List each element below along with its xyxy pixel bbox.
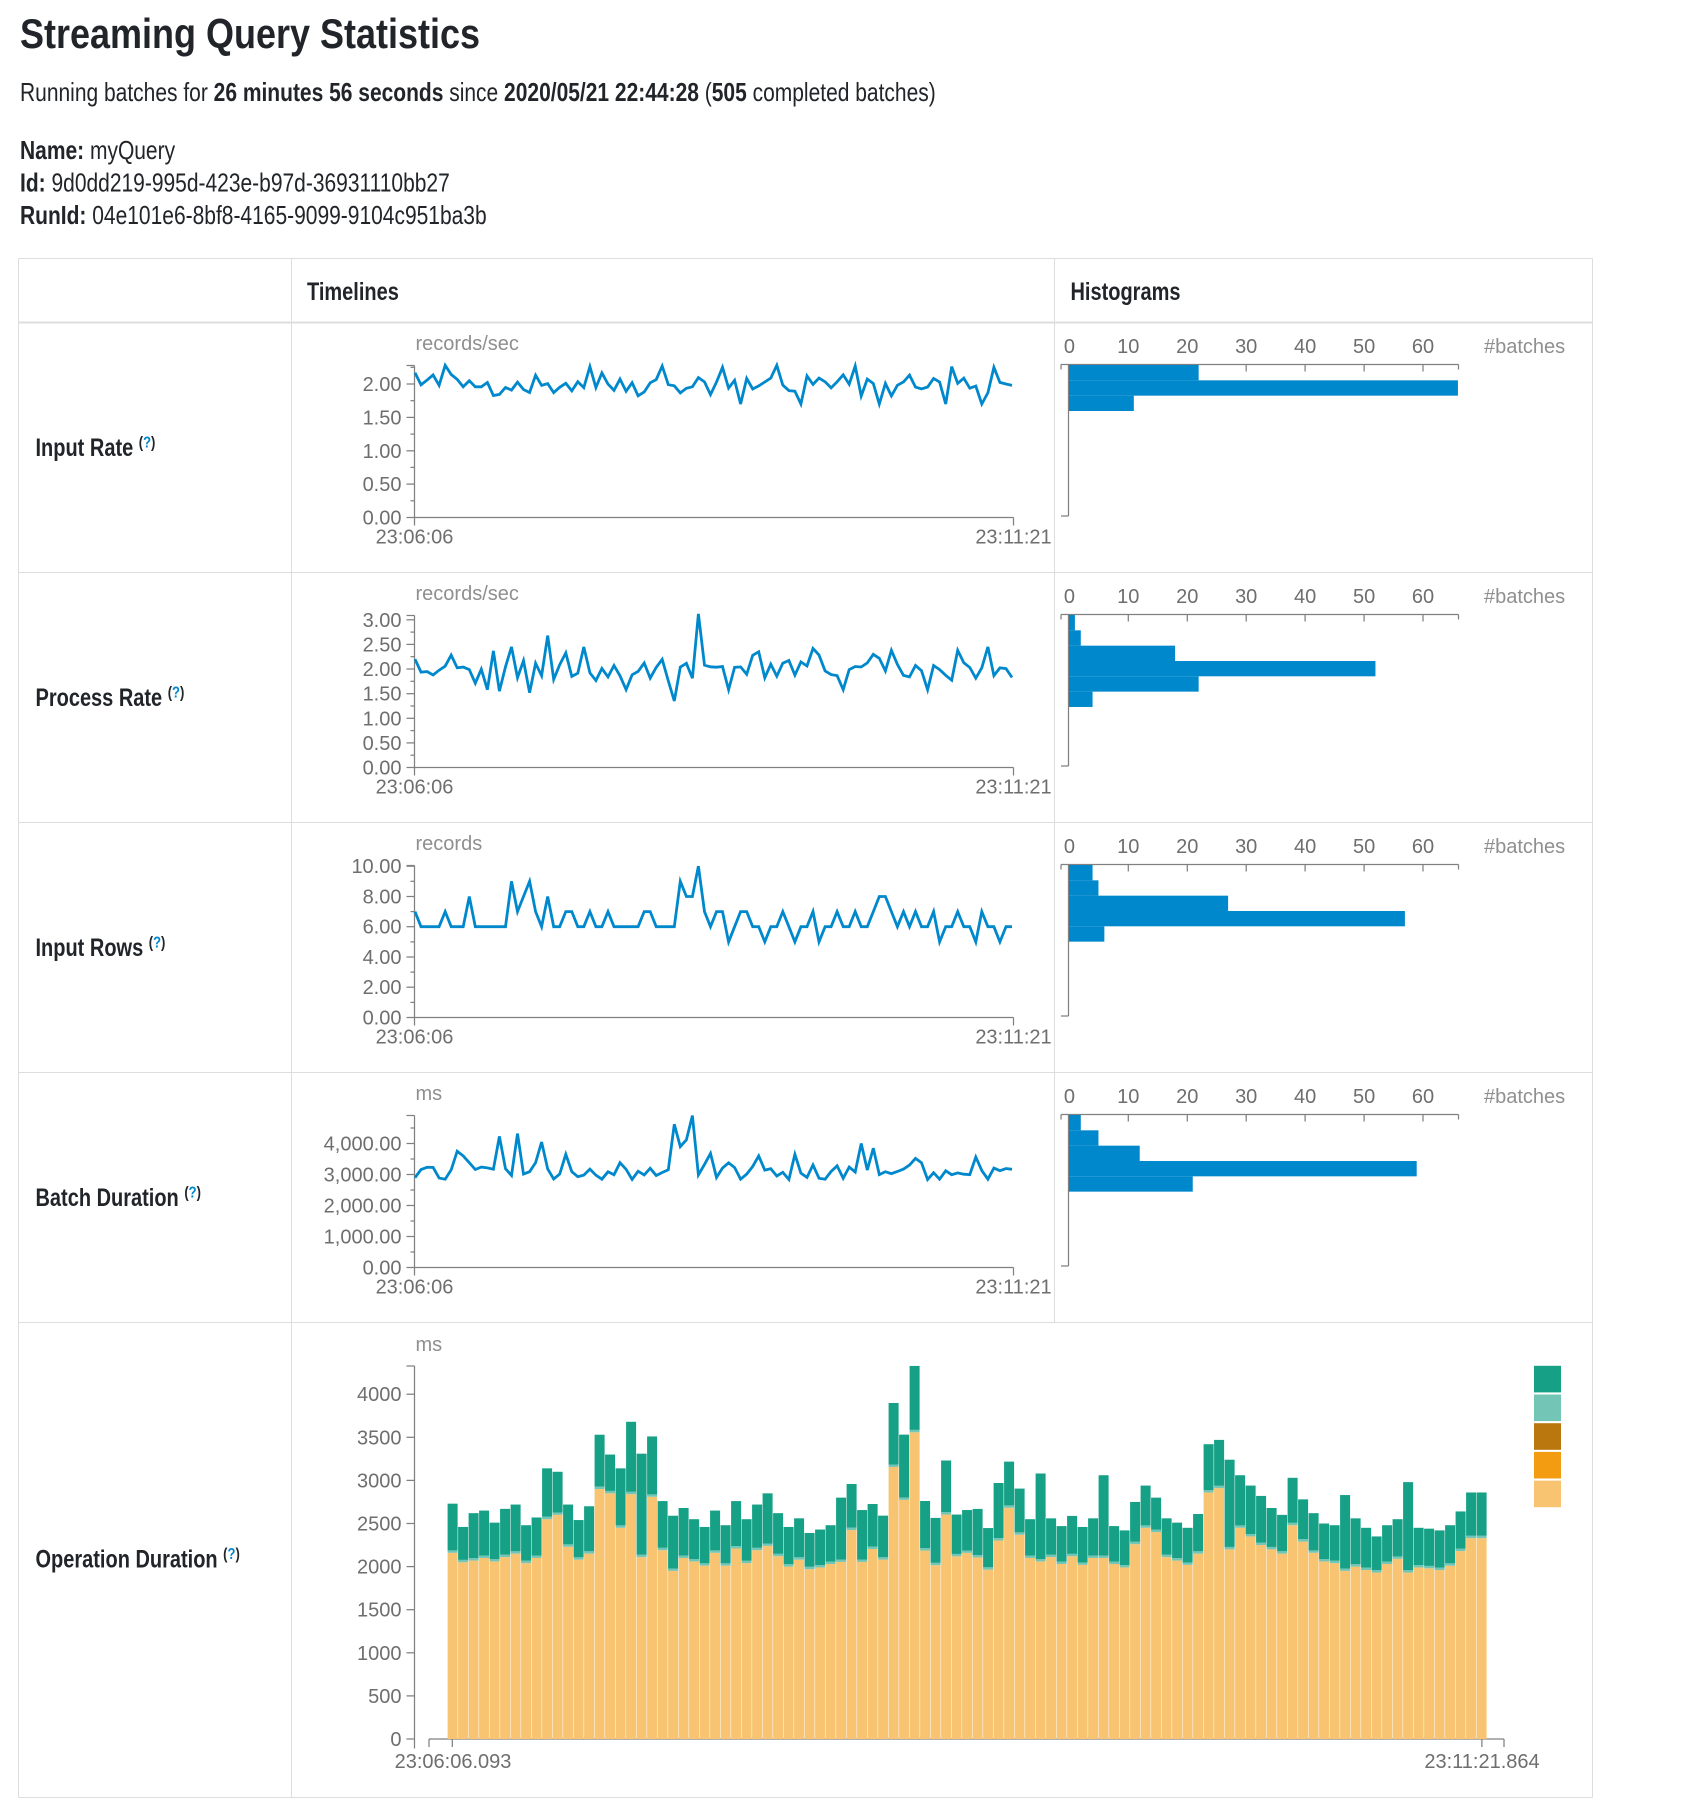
svg-text:3,000.00: 3,000.00 xyxy=(324,1165,402,1187)
svg-text:30: 30 xyxy=(1235,336,1257,358)
svg-text:Batch Duration (?): Batch Duration (?) xyxy=(36,1184,202,1212)
svg-text:2500: 2500 xyxy=(357,1514,402,1536)
svg-text:23:11:21: 23:11:21 xyxy=(975,777,1051,799)
svg-text:Timelines: Timelines xyxy=(307,278,399,306)
svg-text:50: 50 xyxy=(1353,336,1375,358)
svg-text:30: 30 xyxy=(1235,1086,1257,1108)
svg-text:20: 20 xyxy=(1176,836,1198,858)
svg-text:30: 30 xyxy=(1235,836,1257,858)
svg-text:#batches: #batches xyxy=(1484,836,1565,858)
svg-text:0.00: 0.00 xyxy=(363,508,402,530)
svg-text:60: 60 xyxy=(1412,586,1434,608)
svg-text:40: 40 xyxy=(1294,586,1316,608)
svg-text:1500: 1500 xyxy=(357,1600,402,1622)
svg-text:2.00: 2.00 xyxy=(363,659,402,681)
svg-text:0.50: 0.50 xyxy=(363,733,402,755)
svg-text:20: 20 xyxy=(1176,336,1198,358)
svg-text:0.00: 0.00 xyxy=(363,758,402,780)
svg-text:23:11:21: 23:11:21 xyxy=(975,1027,1051,1049)
svg-text:40: 40 xyxy=(1294,836,1316,858)
svg-text:ms: ms xyxy=(416,1334,443,1356)
svg-text:4,000.00: 4,000.00 xyxy=(324,1134,402,1156)
svg-text:0.50: 0.50 xyxy=(363,474,402,496)
svg-text:40: 40 xyxy=(1294,336,1316,358)
svg-text:10.00: 10.00 xyxy=(351,856,401,878)
svg-text:50: 50 xyxy=(1353,1086,1375,1108)
svg-text:records: records xyxy=(416,833,483,855)
svg-text:1.50: 1.50 xyxy=(363,684,402,706)
svg-text:Process Rate (?): Process Rate (?) xyxy=(36,684,185,712)
svg-text:3000: 3000 xyxy=(357,1470,402,1492)
svg-text:60: 60 xyxy=(1412,836,1434,858)
svg-text:2.00: 2.00 xyxy=(363,977,402,999)
svg-text:Streaming Query Statistics: Streaming Query Statistics xyxy=(20,12,480,58)
svg-text:3500: 3500 xyxy=(357,1427,402,1449)
svg-text:2.00: 2.00 xyxy=(363,374,402,396)
svg-text:10: 10 xyxy=(1117,586,1139,608)
svg-text:1.00: 1.00 xyxy=(363,708,402,730)
svg-text:0.00: 0.00 xyxy=(363,1258,402,1280)
svg-text:2.50: 2.50 xyxy=(363,634,402,656)
svg-text:0: 0 xyxy=(1064,336,1075,358)
svg-text:20: 20 xyxy=(1176,1086,1198,1108)
svg-text:23:06:06: 23:06:06 xyxy=(376,1277,454,1299)
svg-text:2,000.00: 2,000.00 xyxy=(324,1196,402,1218)
svg-text:Name: myQuery: Name: myQuery xyxy=(20,136,175,164)
svg-text:8.00: 8.00 xyxy=(363,887,402,909)
svg-text:Histograms: Histograms xyxy=(1071,278,1181,306)
svg-text:0: 0 xyxy=(1064,1086,1075,1108)
svg-text:Input Rate (?): Input Rate (?) xyxy=(36,434,156,462)
svg-text:23:11:21.864: 23:11:21.864 xyxy=(1424,1751,1539,1773)
svg-text:1000: 1000 xyxy=(357,1643,402,1665)
svg-text:Id: 9d0dd219-995d-423e-b97d-36: Id: 9d0dd219-995d-423e-b97d-36931110bb27 xyxy=(20,169,450,197)
svg-text:1,000.00: 1,000.00 xyxy=(324,1227,402,1249)
svg-text:30: 30 xyxy=(1235,586,1257,608)
svg-text:50: 50 xyxy=(1353,586,1375,608)
svg-text:0: 0 xyxy=(390,1729,401,1751)
svg-text:records/sec: records/sec xyxy=(416,583,519,605)
svg-text:10: 10 xyxy=(1117,336,1139,358)
svg-text:60: 60 xyxy=(1412,1086,1434,1108)
svg-text:23:11:21: 23:11:21 xyxy=(975,1277,1051,1299)
svg-text:23:11:21: 23:11:21 xyxy=(975,527,1051,549)
svg-text:6.00: 6.00 xyxy=(363,917,402,939)
svg-text:50: 50 xyxy=(1353,836,1375,858)
svg-text:23:06:06.093: 23:06:06.093 xyxy=(395,1751,512,1773)
svg-text:40: 40 xyxy=(1294,1086,1316,1108)
svg-text:4000: 4000 xyxy=(357,1384,402,1406)
svg-text:3.00: 3.00 xyxy=(363,610,402,632)
svg-text:23:06:06: 23:06:06 xyxy=(376,1027,454,1049)
svg-text:60: 60 xyxy=(1412,336,1434,358)
svg-text:20: 20 xyxy=(1176,586,1198,608)
svg-text:23:06:06: 23:06:06 xyxy=(376,777,454,799)
svg-text:#batches: #batches xyxy=(1484,1086,1565,1108)
svg-text:0.00: 0.00 xyxy=(363,1008,402,1030)
svg-text:10: 10 xyxy=(1117,836,1139,858)
svg-text:#batches: #batches xyxy=(1484,586,1565,608)
svg-text:0: 0 xyxy=(1064,586,1075,608)
svg-text:500: 500 xyxy=(368,1686,401,1708)
svg-text:0: 0 xyxy=(1064,836,1075,858)
svg-text:RunId: 04e101e6-8bf8-4165-9099: RunId: 04e101e6-8bf8-4165-9099-9104c951b… xyxy=(20,201,487,229)
svg-text:10: 10 xyxy=(1117,1086,1139,1108)
svg-text:4.00: 4.00 xyxy=(363,947,402,969)
svg-text:#batches: #batches xyxy=(1484,336,1565,358)
svg-text:2000: 2000 xyxy=(357,1557,402,1579)
svg-text:Running batches for 26 minutes: Running batches for 26 minutes 56 second… xyxy=(20,78,936,106)
svg-text:records/sec: records/sec xyxy=(416,333,519,355)
svg-text:23:06:06: 23:06:06 xyxy=(376,527,454,549)
svg-text:ms: ms xyxy=(416,1083,443,1105)
svg-text:1.50: 1.50 xyxy=(363,407,402,429)
svg-text:1.00: 1.00 xyxy=(363,441,402,463)
svg-text:Input Rows (?): Input Rows (?) xyxy=(36,934,166,962)
svg-text:Operation Duration (?): Operation Duration (?) xyxy=(36,1545,240,1573)
